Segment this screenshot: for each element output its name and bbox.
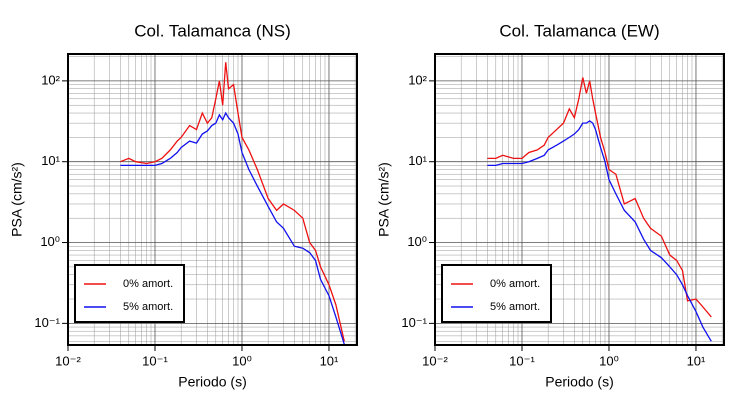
x-tick-label: 10¹ <box>687 353 706 368</box>
x-axis-label: Periodo (s) <box>545 374 613 390</box>
x-tick-label: 10⁻¹ <box>509 353 535 368</box>
legend-label: 5% amort. <box>123 301 173 313</box>
chart-title: Col. Talamanca (EW) <box>499 21 659 40</box>
legend-box <box>74 264 185 323</box>
y-tick-label: 10⁻¹ <box>34 315 60 330</box>
y-axis-label: PSA (cm/s²) <box>9 162 25 237</box>
y-tick-label: 10² <box>41 72 60 87</box>
y-tick-label: 10² <box>408 72 427 87</box>
chart-title: Col. Talamanca (NS) <box>134 21 291 40</box>
x-axis-label: Periodo (s) <box>178 374 246 390</box>
x-tick-label: 10⁰ <box>599 353 619 368</box>
series-line <box>487 77 712 318</box>
panel: Col. Talamanca (NS) Periodo (s) PSA (cm/s²… <box>9 21 358 390</box>
x-tick-label: 10¹ <box>320 353 339 368</box>
panel: Col. Talamanca (EW) Periodo (s) PSA (cm/s²… <box>376 21 725 390</box>
plot-frame <box>434 53 725 346</box>
y-tick-label: 10¹ <box>408 153 427 168</box>
y-tick-label: 10⁰ <box>40 234 60 249</box>
plot-frame <box>67 53 358 346</box>
series-line <box>120 111 345 345</box>
x-tick-label: 10⁰ <box>232 353 252 368</box>
x-tick-label: 10⁻² <box>422 353 448 368</box>
y-tick-label: 10⁰ <box>407 234 427 249</box>
legend-label: 5% amort. <box>490 301 540 313</box>
series-line <box>120 62 345 342</box>
x-tick-label: 10⁻² <box>55 353 81 368</box>
y-axis-label: PSA (cm/s²) <box>376 162 392 237</box>
legend-label: 0% amort. <box>490 278 540 290</box>
legend-label: 0% amort. <box>123 278 173 290</box>
y-tick-label: 10¹ <box>41 153 60 168</box>
legend-box <box>441 264 552 323</box>
series-line <box>487 120 712 342</box>
x-tick-label: 10⁻¹ <box>142 353 168 368</box>
y-tick-label: 10⁻¹ <box>401 315 427 330</box>
